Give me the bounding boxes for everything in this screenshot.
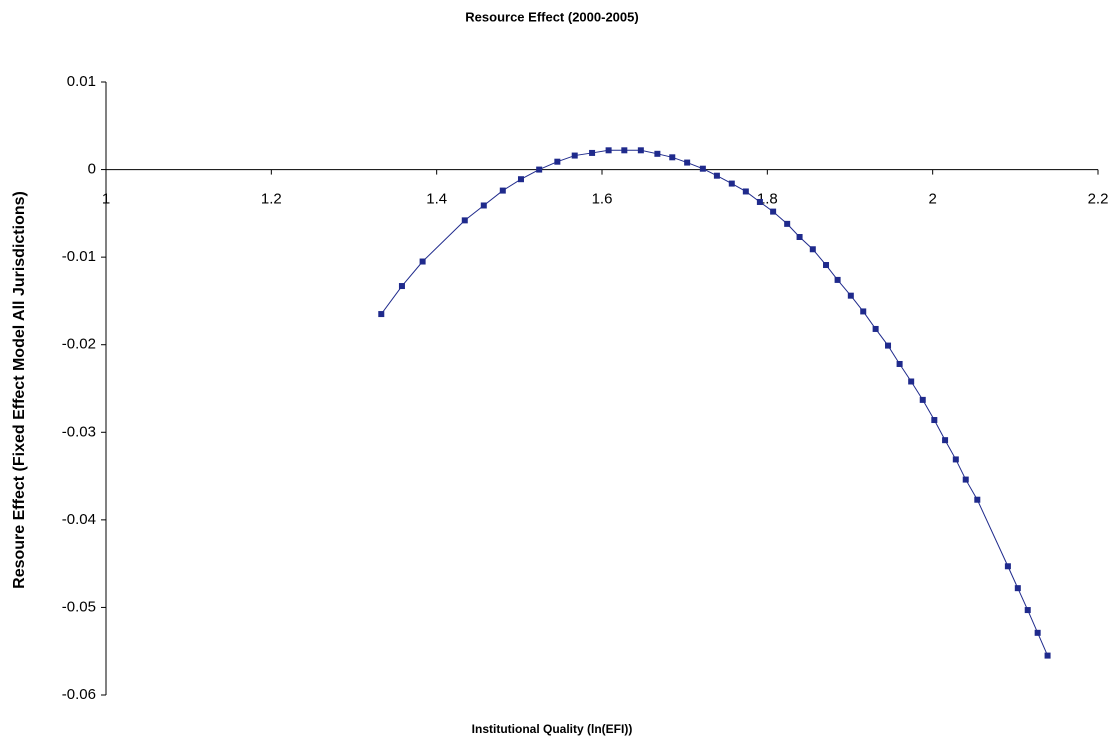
y-tick-label: -0.03 [62,423,96,440]
y-tick-label: 0.01 [67,73,96,90]
point [742,188,749,195]
point [860,308,867,315]
point [419,258,426,265]
y-axis-label: Resoure Effect (Fixed Effect Model All J… [11,191,28,589]
point [885,342,892,349]
point [713,172,720,179]
point [796,234,803,241]
point [847,292,854,299]
point [499,187,506,194]
point [952,456,959,463]
point [480,202,487,209]
point [554,158,561,165]
point [823,262,830,269]
point [699,165,706,172]
point [908,378,915,385]
y-tick-label: -0.01 [62,248,96,265]
point [962,476,969,483]
point [536,166,543,173]
point [1024,607,1031,614]
point [1004,563,1011,570]
point [834,276,841,283]
point [770,208,777,215]
point [589,149,596,156]
point [784,220,791,227]
point [398,283,405,290]
x-tick-label: 2 [928,191,936,208]
point [931,417,938,424]
point [378,311,385,318]
point [896,360,903,367]
point [669,154,676,161]
point [621,147,628,154]
point [605,147,612,154]
series-line [380,149,1049,656]
point [872,325,879,332]
x-axis-label: Institutional Quality (ln(EFI)) [472,722,633,736]
point [728,180,735,187]
point [571,152,578,159]
point [974,496,981,503]
point [809,246,816,253]
chart-title: Resource Effect (2000-2005) [465,9,638,24]
point [919,396,926,403]
point [517,176,524,183]
point [637,147,644,154]
y-tick-label: -0.06 [62,686,96,703]
x-tick-label: 1.2 [261,191,282,208]
point [654,150,661,157]
point [1034,629,1041,636]
point [756,198,763,205]
point [1044,652,1051,659]
point [1014,585,1021,592]
x-tick-label: 1.4 [426,191,447,208]
x-tick-label: 1.6 [592,191,613,208]
point [461,217,468,224]
y-tick-label: 0 [88,161,96,178]
point [942,437,949,444]
x-tick-label: 1 [102,191,110,208]
point [684,159,691,166]
x-tick-label: 2.2 [1088,191,1109,208]
y-tick-label: -0.02 [62,336,96,353]
y-tick-label: -0.05 [62,598,96,615]
y-tick-label: -0.04 [62,511,96,528]
